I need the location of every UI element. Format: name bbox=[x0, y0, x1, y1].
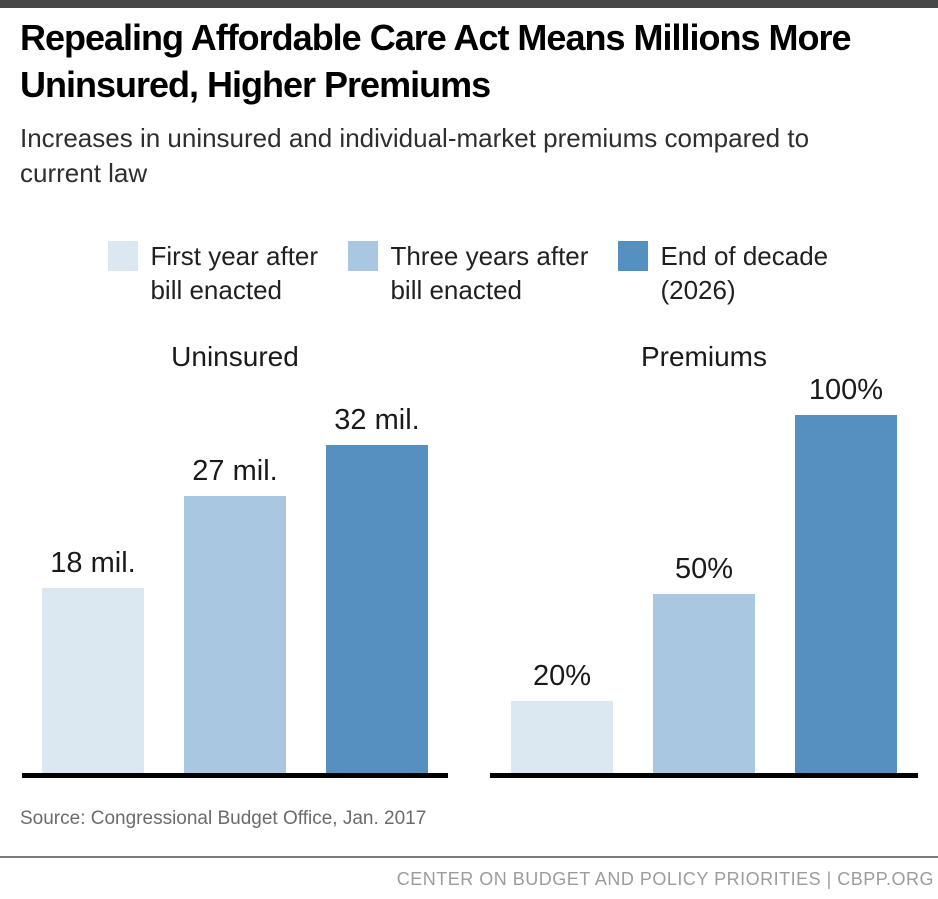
bar-value-label: 27 mil. bbox=[192, 455, 278, 487]
premiums-x-axis-line bbox=[490, 773, 918, 778]
top-accent-bar bbox=[0, 0, 938, 8]
bar-column: 50% bbox=[653, 553, 755, 773]
uninsured-chart: Uninsured 18 mil. 27 mil. 32 mil. bbox=[22, 335, 448, 778]
legend-swatch-dark-icon bbox=[618, 241, 648, 271]
legend-item-label: End of decade (2026) bbox=[660, 241, 829, 305]
bar bbox=[511, 701, 613, 773]
bar-value-label: 20% bbox=[532, 660, 592, 692]
charts-area: Uninsured 18 mil. 27 mil. 32 mil. Premiums… bbox=[0, 335, 938, 778]
legend-item-first-year: First year after bill enacted bbox=[108, 239, 332, 307]
uninsured-chart-title: Uninsured bbox=[171, 341, 299, 372]
bar-column: 32 mil. bbox=[326, 404, 428, 773]
bar-value-label: 100% bbox=[808, 374, 884, 406]
bar bbox=[42, 588, 144, 773]
uninsured-bars-container: 18 mil. 27 mil. 32 mil. bbox=[22, 335, 448, 773]
bar-column: 18 mil. bbox=[42, 547, 144, 773]
legend-swatch-medium-icon bbox=[348, 241, 378, 271]
legend-item-label: First year after bill enacted bbox=[150, 241, 319, 305]
legend-swatch-light-icon bbox=[108, 241, 138, 271]
premiums-chart-title: Premiums bbox=[640, 341, 767, 372]
bar-column: 20% bbox=[511, 660, 613, 773]
premiums-chart: Premiums 20% 50% 100% bbox=[490, 335, 918, 778]
page-title: Repealing Affordable Care Act Means Mill… bbox=[20, 17, 852, 105]
bar bbox=[184, 496, 286, 773]
legend-item-label: Three years after bill enacted bbox=[390, 241, 589, 305]
page-subtitle: Increases in uninsured and individual-ma… bbox=[20, 123, 810, 188]
uninsured-x-axis-line bbox=[22, 773, 448, 778]
bar-value-label: 18 mil. bbox=[50, 547, 136, 579]
bar-column: 100% bbox=[795, 374, 897, 773]
legend-item-three-years: Three years after bill enacted bbox=[348, 239, 595, 307]
source-note: Source: Congressional Budget Office, Jan… bbox=[20, 808, 427, 829]
footer-branding: CENTER ON BUDGET AND POLICY PRIORITIES |… bbox=[396, 869, 934, 889]
footer-divider bbox=[0, 856, 938, 858]
bar bbox=[795, 415, 897, 773]
bar-value-label: 32 mil. bbox=[334, 404, 420, 436]
bar-value-label: 50% bbox=[674, 553, 734, 585]
premiums-bars-container: 20% 50% 100% bbox=[490, 335, 918, 773]
bar-column: 27 mil. bbox=[184, 455, 286, 773]
legend-item-end-of-decade: End of decade (2026) bbox=[618, 239, 840, 307]
bar bbox=[326, 445, 428, 773]
legend: First year after bill enacted Three year… bbox=[0, 239, 938, 319]
bar bbox=[653, 594, 755, 773]
